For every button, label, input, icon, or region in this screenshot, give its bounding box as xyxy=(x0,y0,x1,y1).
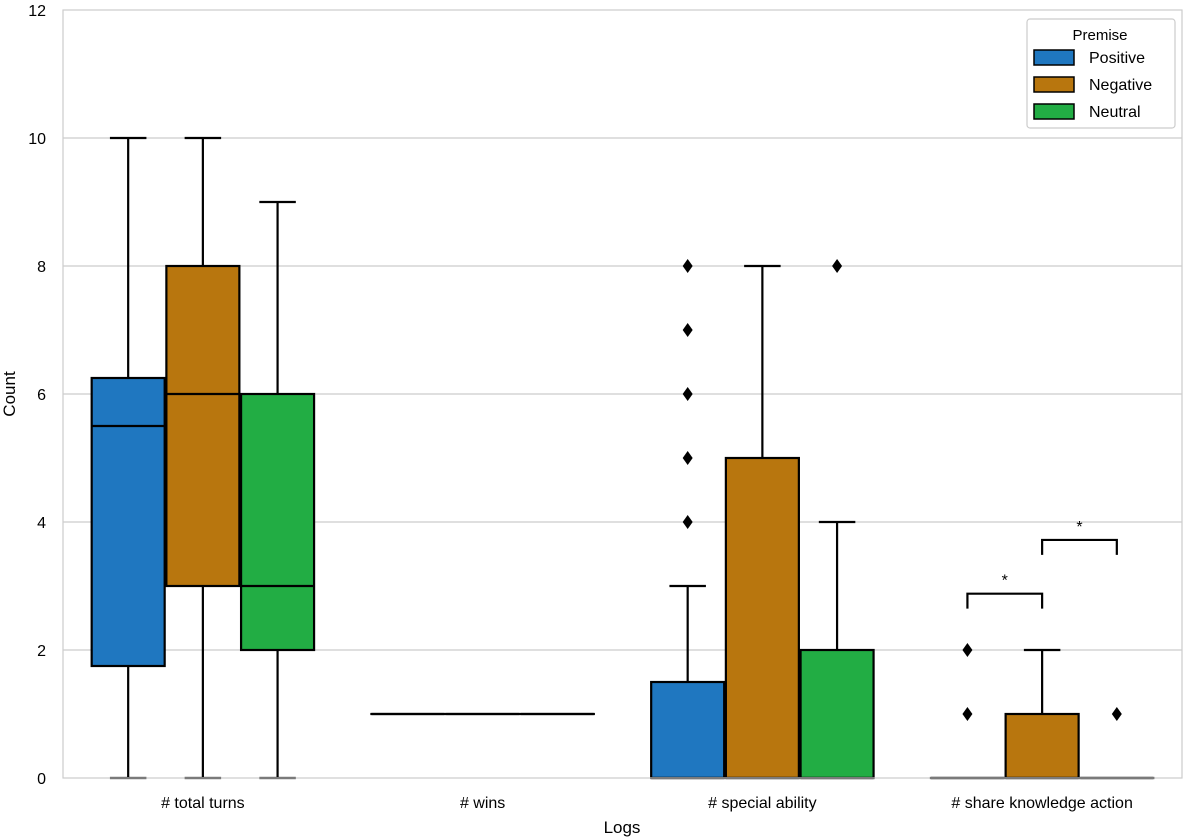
significance-star: * xyxy=(1076,519,1082,536)
x-tick-label: # wins xyxy=(460,795,505,812)
y-tick-labels: 0 2 4 6 8 10 12 xyxy=(28,3,46,788)
x-tick-label: # share knowledge action xyxy=(951,795,1132,812)
box-positive xyxy=(90,136,166,780)
legend-label: Positive xyxy=(1089,50,1145,67)
legend-label: Neutral xyxy=(1089,104,1141,121)
y-axis-label: Count xyxy=(0,371,19,417)
x-tick-label: # total turns xyxy=(161,795,245,812)
legend-swatch xyxy=(1033,103,1075,120)
significance-bracket: * xyxy=(1041,519,1118,555)
significance-star: * xyxy=(1002,573,1008,590)
outlier-marker xyxy=(962,707,973,721)
box-iqr xyxy=(1004,712,1080,780)
bracket-line xyxy=(966,592,1044,609)
legend-items: Positive Negative Neutral xyxy=(1033,49,1152,121)
legend-title: Premise xyxy=(1072,27,1127,44)
box-negative xyxy=(1004,648,1080,780)
outlier-marker xyxy=(682,259,693,273)
x-tick-label: # special ability xyxy=(708,795,817,812)
box-iqr xyxy=(90,376,166,668)
box-neutral xyxy=(239,200,316,780)
legend-item-positive: Positive xyxy=(1033,49,1145,67)
box-iqr xyxy=(650,680,726,780)
outlier-marker xyxy=(682,515,693,529)
bracket-line xyxy=(1041,538,1118,555)
y-tick-label: 2 xyxy=(37,643,46,660)
box-iqr xyxy=(239,392,316,652)
boxes-layer xyxy=(90,136,1155,780)
box-negative xyxy=(165,136,241,780)
outlier-marker xyxy=(962,643,973,657)
y-tick-label: 8 xyxy=(37,259,46,276)
outlier-marker xyxy=(832,259,843,273)
plot-frame xyxy=(62,9,1183,779)
outlier-marker xyxy=(682,323,693,337)
y-tick-label: 4 xyxy=(37,515,46,532)
x-axis-label: Logs xyxy=(604,818,641,837)
legend-frame xyxy=(1026,18,1176,129)
legend: Premise Positive Negative Neutral xyxy=(1026,18,1176,129)
box-iqr xyxy=(799,648,875,780)
significance-annotations: ** xyxy=(966,519,1118,609)
box-negative xyxy=(724,264,800,780)
box-neutral xyxy=(799,259,875,780)
outlier-marker xyxy=(1111,707,1122,721)
y-tick-label: 10 xyxy=(28,131,46,148)
legend-item-neutral: Neutral xyxy=(1033,103,1141,121)
box-positive xyxy=(650,259,726,780)
box-positive xyxy=(929,643,1006,780)
y-tick-label: 6 xyxy=(37,387,46,404)
legend-swatch xyxy=(1033,49,1075,66)
box-neutral xyxy=(1079,707,1155,780)
significance-bracket: * xyxy=(966,573,1044,609)
legend-item-negative: Negative xyxy=(1033,76,1152,94)
box-iqr xyxy=(165,264,241,588)
x-tick-labels: # total turns # wins # special ability # sh… xyxy=(161,795,1133,812)
outlier-marker xyxy=(682,451,693,465)
legend-label: Negative xyxy=(1089,77,1152,94)
y-tick-label: 12 xyxy=(28,3,46,20)
legend-swatch xyxy=(1033,76,1075,93)
box-iqr xyxy=(724,456,800,780)
outlier-marker xyxy=(682,387,693,401)
y-tick-label: 0 xyxy=(37,771,46,788)
